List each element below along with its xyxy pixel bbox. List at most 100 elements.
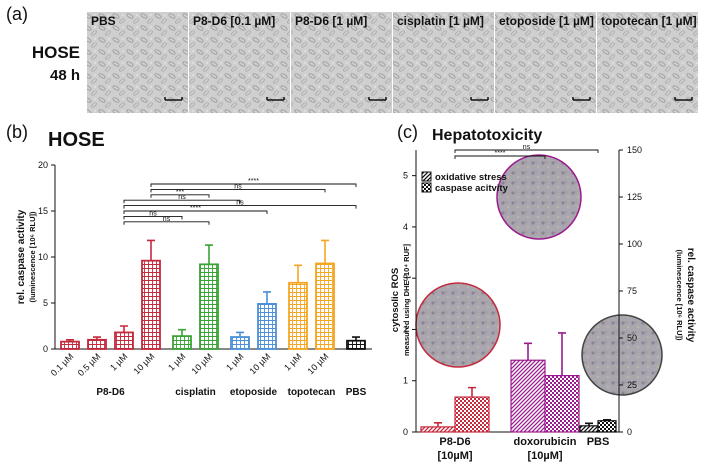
tick-label: 2 bbox=[403, 324, 408, 334]
tick-label: 0 bbox=[43, 344, 48, 354]
x-tick-label: 0.5 µM bbox=[76, 351, 103, 378]
tick-label: 0 bbox=[627, 427, 632, 437]
error-bar bbox=[120, 325, 128, 333]
group-label: topotecan bbox=[288, 387, 336, 398]
image-title: topotecan [1 µM] bbox=[601, 14, 697, 28]
scale-bar bbox=[572, 97, 591, 101]
significance-bracket bbox=[123, 210, 268, 214]
significance-label: ns bbox=[163, 216, 171, 223]
image-title: cisplatin [1 µM] bbox=[397, 14, 484, 28]
bar bbox=[257, 303, 277, 350]
significance-bracket bbox=[454, 155, 546, 159]
micrograph-p8d6 bbox=[415, 282, 501, 368]
x-tick-label: P8-D6 bbox=[439, 436, 470, 448]
x-tick-label: 1 µM bbox=[224, 351, 245, 372]
group-label: PBS bbox=[346, 387, 367, 398]
scale-bar bbox=[164, 97, 183, 101]
error-bar bbox=[147, 239, 155, 261]
error-bar bbox=[468, 386, 476, 398]
panel-label: (c) bbox=[397, 122, 418, 142]
significance-label: *** bbox=[176, 189, 184, 196]
x-tick-label: PBS bbox=[587, 436, 610, 448]
tick-label: 125 bbox=[627, 192, 642, 202]
tick-label: 25 bbox=[627, 380, 637, 390]
error-bar bbox=[205, 244, 213, 265]
chart-title: Hepatotoxicity bbox=[432, 127, 542, 144]
significance-bracket bbox=[150, 183, 357, 187]
x-tick-label: 1 µM bbox=[166, 351, 187, 372]
group-label: cisplatin bbox=[175, 387, 216, 398]
micrograph-doxorubicin bbox=[496, 154, 582, 240]
image-title: P8-D6 [1 µM] bbox=[295, 14, 367, 28]
bar bbox=[230, 336, 250, 350]
bar bbox=[141, 259, 161, 350]
image-title: P8-D6 [0.1 µM] bbox=[193, 14, 275, 28]
micrograph bbox=[291, 12, 392, 113]
error-bar bbox=[558, 332, 566, 376]
significance-bracket bbox=[123, 215, 183, 220]
x-tick-sublabel: [10µM] bbox=[527, 450, 562, 462]
x-tick-sublabel: [10µM] bbox=[437, 450, 472, 462]
tick-label: 20 bbox=[38, 160, 48, 170]
y2-axis-label: rel. caspase activity bbox=[685, 248, 696, 343]
error-bar bbox=[585, 422, 593, 426]
x-tick-label: 10 µM bbox=[306, 351, 331, 376]
bar bbox=[114, 331, 134, 350]
significance-bracket bbox=[150, 188, 326, 193]
legend-swatch bbox=[421, 182, 432, 193]
tick-label: 100 bbox=[627, 239, 642, 249]
scale-bar bbox=[470, 97, 489, 101]
micrograph bbox=[393, 12, 494, 113]
error-bar bbox=[352, 336, 360, 341]
tick-label: 1 bbox=[403, 376, 408, 386]
significance-label: ns bbox=[178, 194, 186, 201]
significance-label: ns bbox=[523, 144, 531, 151]
bar bbox=[579, 425, 599, 433]
tick-label: 0 bbox=[403, 427, 408, 437]
x-tick-label: 0.1 µM bbox=[49, 351, 76, 378]
y2-axis-sublabel: (luminescence [10⁶ RLU]) bbox=[675, 250, 684, 341]
significance-label: ns bbox=[149, 210, 157, 217]
bar bbox=[597, 420, 617, 433]
micrograph bbox=[189, 12, 290, 113]
bar bbox=[87, 338, 107, 350]
bar bbox=[315, 262, 335, 350]
micrograph bbox=[87, 12, 188, 113]
x-tick-label: 10 µM bbox=[132, 351, 157, 376]
error-bar bbox=[178, 328, 186, 337]
bar bbox=[60, 340, 80, 350]
micrograph bbox=[495, 12, 596, 113]
x-tick-label: 1 µM bbox=[282, 351, 303, 372]
significance-label: **** bbox=[248, 178, 259, 185]
bar bbox=[172, 335, 192, 350]
tick-label: 3 bbox=[403, 273, 408, 283]
significance-bracket bbox=[123, 205, 357, 209]
error-bar bbox=[524, 342, 532, 361]
x-tick-label: doxorubicin bbox=[514, 436, 577, 448]
error-bar bbox=[294, 264, 302, 283]
error-bar bbox=[236, 331, 244, 338]
x-tick-label: 1 µM bbox=[108, 351, 129, 372]
tick-label: 5 bbox=[43, 298, 48, 308]
significance-bracket bbox=[123, 199, 241, 204]
significance-bracket bbox=[123, 221, 210, 225]
significance-bracket bbox=[150, 194, 210, 198]
time: 48 h bbox=[50, 67, 80, 84]
panel-label: (a) bbox=[6, 4, 28, 24]
tick-label: 5 bbox=[403, 171, 408, 181]
tick-label: 10 bbox=[38, 252, 48, 262]
significance-label: **** bbox=[190, 205, 201, 212]
significance-label: **** bbox=[495, 150, 506, 157]
micrograph bbox=[597, 12, 698, 113]
tick-label: 15 bbox=[38, 206, 48, 216]
x-tick-label: 10 µM bbox=[248, 351, 273, 376]
scale-bar bbox=[674, 97, 693, 101]
image-title: PBS bbox=[91, 14, 116, 28]
bar bbox=[346, 339, 366, 350]
bar bbox=[544, 375, 580, 433]
tick-label: 4 bbox=[403, 222, 408, 232]
y-axis-sublabel: (luminescence [10⁶ RLU]) bbox=[28, 211, 37, 302]
bar bbox=[454, 396, 490, 433]
error-bar bbox=[66, 339, 74, 342]
